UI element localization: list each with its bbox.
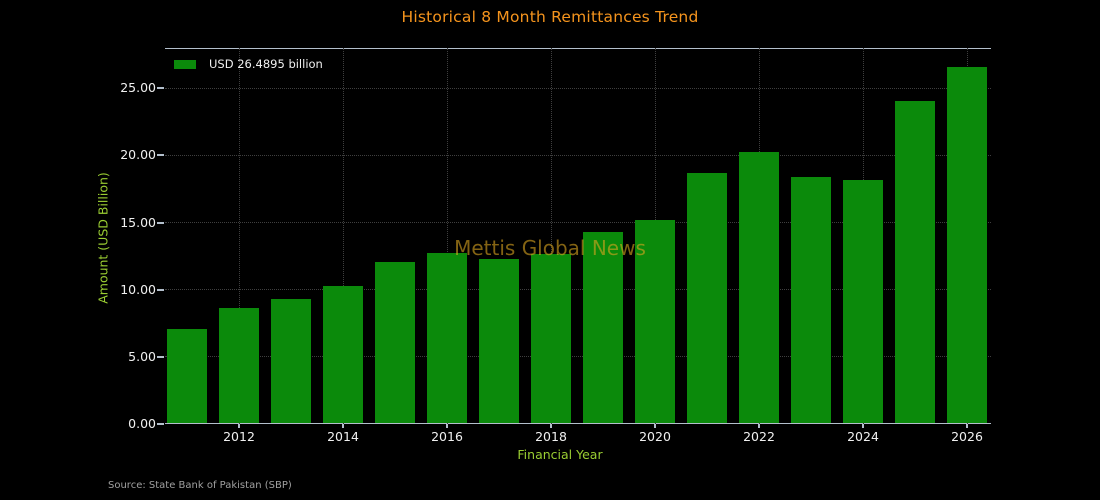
y-tick-label: 10.00	[120, 281, 156, 297]
v-gridline	[550, 48, 552, 424]
h-gridline	[165, 87, 991, 89]
y-tick-label: 25.00	[120, 80, 156, 96]
x-tick-label: 2026	[951, 429, 983, 444]
x-tick-mark	[446, 424, 448, 428]
remittances-bar	[947, 67, 987, 423]
y-tick-label: 5.00	[128, 348, 156, 364]
x-tick-label: 2022	[743, 429, 775, 444]
y-tick-label: 0.00	[128, 416, 156, 431]
h-gridline	[165, 356, 991, 358]
y-tick-mark	[157, 221, 164, 224]
legend-label: USD 26.4895 billion	[209, 57, 323, 71]
x-tick-mark	[654, 424, 656, 428]
x-tick-label: 2018	[535, 429, 567, 444]
x-tick-label: 2012	[223, 429, 255, 444]
remittances-bar	[323, 286, 363, 423]
x-tick-mark	[342, 424, 344, 428]
remittances-bar	[479, 258, 519, 423]
x-tick-mark	[966, 424, 968, 428]
x-tick-mark	[758, 424, 760, 428]
y-tick-mark	[157, 423, 164, 425]
remittances-bar	[271, 298, 311, 423]
y-tick-mark	[157, 87, 164, 90]
plot-area: Mettis Global News USD 26.4895 billion	[165, 48, 991, 424]
x-tick-label: 2020	[639, 429, 671, 444]
remittances-bar	[635, 220, 675, 423]
y-tick-mark	[157, 288, 164, 291]
x-tick-label: 2014	[327, 429, 359, 444]
remittances-bar	[531, 254, 571, 423]
h-gridline	[165, 289, 991, 291]
x-tick-label: 2016	[431, 429, 463, 444]
remittances-bar	[843, 179, 883, 423]
watermark: Mettis Global News	[454, 236, 646, 260]
legend-swatch-icon	[174, 59, 196, 69]
remittances-bar	[375, 261, 415, 423]
remittances-bar	[167, 329, 207, 423]
chart-title: Historical 8 Month Remittances Trend	[401, 8, 699, 26]
x-tick-mark	[238, 424, 240, 428]
remittances-bar	[427, 253, 467, 423]
x-tick-label: 2024	[847, 429, 879, 444]
source-note: Source: State Bank of Pakistan (SBP)	[108, 480, 292, 491]
y-tick-label: 20.00	[120, 147, 156, 163]
v-gridline	[238, 48, 240, 424]
remittances-bar	[687, 172, 727, 423]
v-gridline	[446, 48, 448, 424]
y-tick-mark	[157, 154, 164, 157]
remittances-bar	[739, 152, 779, 423]
v-gridline	[342, 48, 344, 424]
x-tick-mark	[862, 424, 864, 428]
remittances-bar	[583, 231, 623, 423]
x-axis-label: Financial Year	[517, 447, 603, 462]
bottom-spine	[165, 423, 991, 424]
remittances-bar	[219, 308, 259, 423]
y-tick-mark	[157, 355, 164, 358]
h-gridline	[165, 154, 991, 156]
top-spine	[165, 48, 991, 49]
y-tick-label: 15.00	[120, 214, 156, 230]
legend: USD 26.4895 billion	[174, 57, 323, 71]
h-gridline	[165, 222, 991, 224]
remittances-bar	[791, 177, 831, 423]
x-tick-mark	[550, 424, 552, 428]
remittances-bar	[895, 101, 935, 423]
